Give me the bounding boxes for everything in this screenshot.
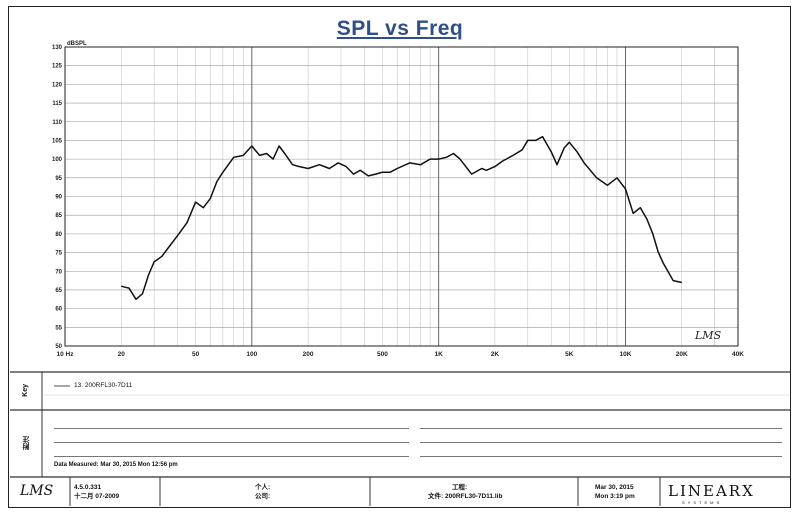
field-file: 文件: 200RFL30-7D11.lib [428, 493, 503, 500]
y-tick-label: 120 [52, 82, 63, 88]
y-tick-label: 125 [52, 64, 63, 70]
report-date: Mar 30, 2015 [595, 484, 634, 491]
notes-line [420, 456, 782, 457]
minor-gridlines [65, 46, 739, 347]
x-tick-label: 500 [377, 351, 388, 358]
y-tick-label: 85 [55, 213, 62, 219]
y-tick-label: 80 [55, 232, 62, 238]
linearx-systems: SYSTEMS [682, 500, 723, 505]
notes-line [54, 428, 409, 429]
x-tick-label: 2K [491, 351, 500, 358]
version-date: 十二月 07-2009 [74, 493, 120, 500]
x-tick-label: 10K [620, 351, 632, 358]
y-tick-label: 130 [52, 45, 63, 51]
legend-entry: 13. 200RFL30-7D11 [74, 382, 133, 389]
notes-line [420, 442, 782, 443]
series-layer [121, 135, 682, 301]
plot-border [64, 46, 739, 347]
y-tick-label: 55 [55, 325, 62, 331]
y-tick-label: 50 [55, 344, 62, 350]
x-tick-label: 40K [732, 351, 744, 358]
x-tick-label: 50 [192, 351, 200, 358]
y-tick-label: 105 [52, 138, 63, 144]
y-tick-label: 95 [55, 176, 62, 182]
x-tick-label: 200 [303, 351, 314, 358]
software-version: 4.5.0.331 [74, 484, 102, 491]
y-tick-label: 115 [52, 101, 62, 107]
y-axis-unit: dBSPL [67, 41, 87, 47]
field-person: 个人: [255, 484, 271, 491]
field-project: 工程: [452, 484, 468, 491]
notes-side-label: 附注 [23, 436, 30, 450]
x-tick-labels: 10 Hz 20 50 100 200 500 1K 2K 5K 10K 20K 40K [57, 351, 745, 358]
key-side-label: Key [22, 384, 29, 397]
x-tick-label: 5K [565, 351, 574, 358]
x-tick-label: 10 Hz [57, 351, 75, 358]
x-tick-label: 1K [435, 351, 444, 358]
y-tick-label: 100 [52, 157, 63, 163]
date-measured: Data Measured: Mar 30, 2015 Mon 12:56 pm [54, 462, 178, 468]
series-line [121, 135, 682, 301]
x-tick-label: 20K [676, 351, 688, 358]
x-tick-label: 100 [246, 351, 257, 358]
notes-line [54, 456, 409, 457]
y-tick-label: 90 [55, 195, 62, 201]
y-tick-label: 70 [55, 269, 62, 275]
chart-title: SPL vs Freq [336, 17, 464, 40]
linearx-logo: LINEARX [668, 482, 755, 500]
y-tick-label: 75 [55, 251, 62, 257]
report-time: Mon 3:19 pm [595, 493, 635, 500]
field-company: 公司: [255, 493, 271, 500]
x-tick-label: 20 [118, 351, 126, 358]
lms-watermark: LMS [694, 329, 722, 342]
notes-line [54, 442, 409, 443]
y-tick-label: 60 [55, 307, 62, 313]
y-tick-label: 65 [55, 288, 62, 294]
y-tick-label: 110 [52, 120, 62, 126]
notes-line [420, 428, 782, 429]
report-frame [8, 6, 791, 508]
lms-logo: LMS [20, 483, 54, 499]
y-tick-labels: 50 55 60 65 70 75 80 85 90 95 100 105 110 115 120 125 13… [52, 45, 63, 350]
